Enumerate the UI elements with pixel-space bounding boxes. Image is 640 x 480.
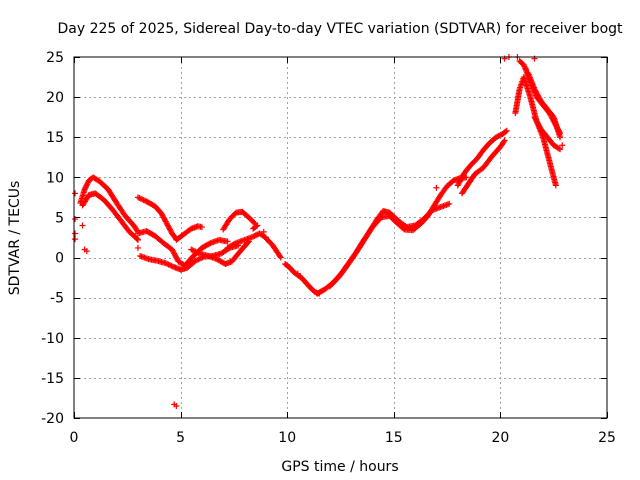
data-point (198, 224, 205, 231)
axis-ticks: 0 5 10 15 20 25 -20 -15 -10 -5 0 5 10 15 20 25 (41, 50, 616, 446)
data-point (206, 240, 213, 247)
series-track-o (454, 127, 510, 189)
data-point (522, 66, 529, 73)
data-point (557, 146, 564, 153)
x-tick-label: 20 (491, 430, 509, 446)
data-point (72, 190, 79, 197)
data-point (433, 184, 440, 191)
data-point (134, 244, 141, 251)
series-track-b (79, 190, 141, 243)
data-point (253, 223, 260, 230)
data-point (276, 253, 283, 260)
series-track-k (262, 235, 284, 261)
data-point (277, 254, 284, 261)
data-point (72, 216, 79, 223)
plot-frame (73, 56, 608, 419)
data-point (502, 128, 509, 135)
y-tick-label: 5 (55, 210, 64, 226)
series-track-n (326, 174, 470, 290)
series-track-l (282, 260, 323, 297)
data-point (500, 138, 507, 145)
series-track-p (459, 137, 508, 197)
data-point (83, 248, 90, 255)
series-track-j (250, 222, 261, 232)
x-tick-label: 25 (598, 430, 616, 446)
y-axis-label: SDTVAR / TECUs (7, 181, 23, 296)
x-tick-label: 5 (176, 430, 185, 446)
data-point (72, 230, 79, 237)
data-point (79, 222, 86, 229)
y-tick-label: 20 (46, 90, 64, 106)
y-tick-label: -15 (41, 371, 64, 387)
series-track-a (77, 174, 141, 235)
data-point (224, 238, 231, 245)
data-point (503, 127, 510, 134)
data-point (251, 219, 258, 226)
x-tick-label: 0 (70, 430, 79, 446)
y-tick-label: -10 (41, 331, 64, 347)
data-point (557, 134, 564, 141)
data-point (555, 145, 562, 152)
y-tick-label: 10 (46, 170, 64, 186)
data-points (72, 54, 566, 409)
y-tick-label: -5 (50, 291, 64, 307)
y-tick-label: 25 (46, 50, 64, 66)
data-point (552, 182, 559, 189)
data-point (294, 270, 301, 277)
series-isolated (72, 54, 566, 409)
y-tick-label: -20 (41, 411, 64, 427)
x-tick-label: 15 (385, 430, 403, 446)
data-point (260, 228, 267, 235)
chart-title: Day 225 of 2025, Sidereal Day-to-day VTE… (57, 21, 623, 37)
series-track-h (220, 208, 259, 233)
data-point (72, 236, 79, 243)
data-point (446, 200, 453, 207)
series-track-f (134, 194, 180, 243)
grid-lines (74, 57, 607, 418)
series-track-i (224, 230, 269, 251)
x-axis-label: GPS time / hours (281, 459, 398, 475)
series-track-g (173, 223, 205, 243)
data-point (134, 236, 141, 243)
data-point (231, 240, 238, 247)
y-tick-label: 0 (55, 251, 64, 267)
y-tick-label: 15 (46, 130, 64, 146)
data-point (501, 137, 508, 144)
data-point (173, 402, 180, 409)
series-track-t (531, 114, 564, 153)
data-point (134, 236, 141, 243)
series-track-c (134, 228, 231, 269)
series-track-s (525, 70, 564, 141)
x-tick-label: 10 (278, 430, 296, 446)
data-point (254, 222, 261, 229)
series-track-e (188, 238, 252, 267)
data-point (559, 142, 566, 149)
series-track-q (512, 74, 559, 189)
